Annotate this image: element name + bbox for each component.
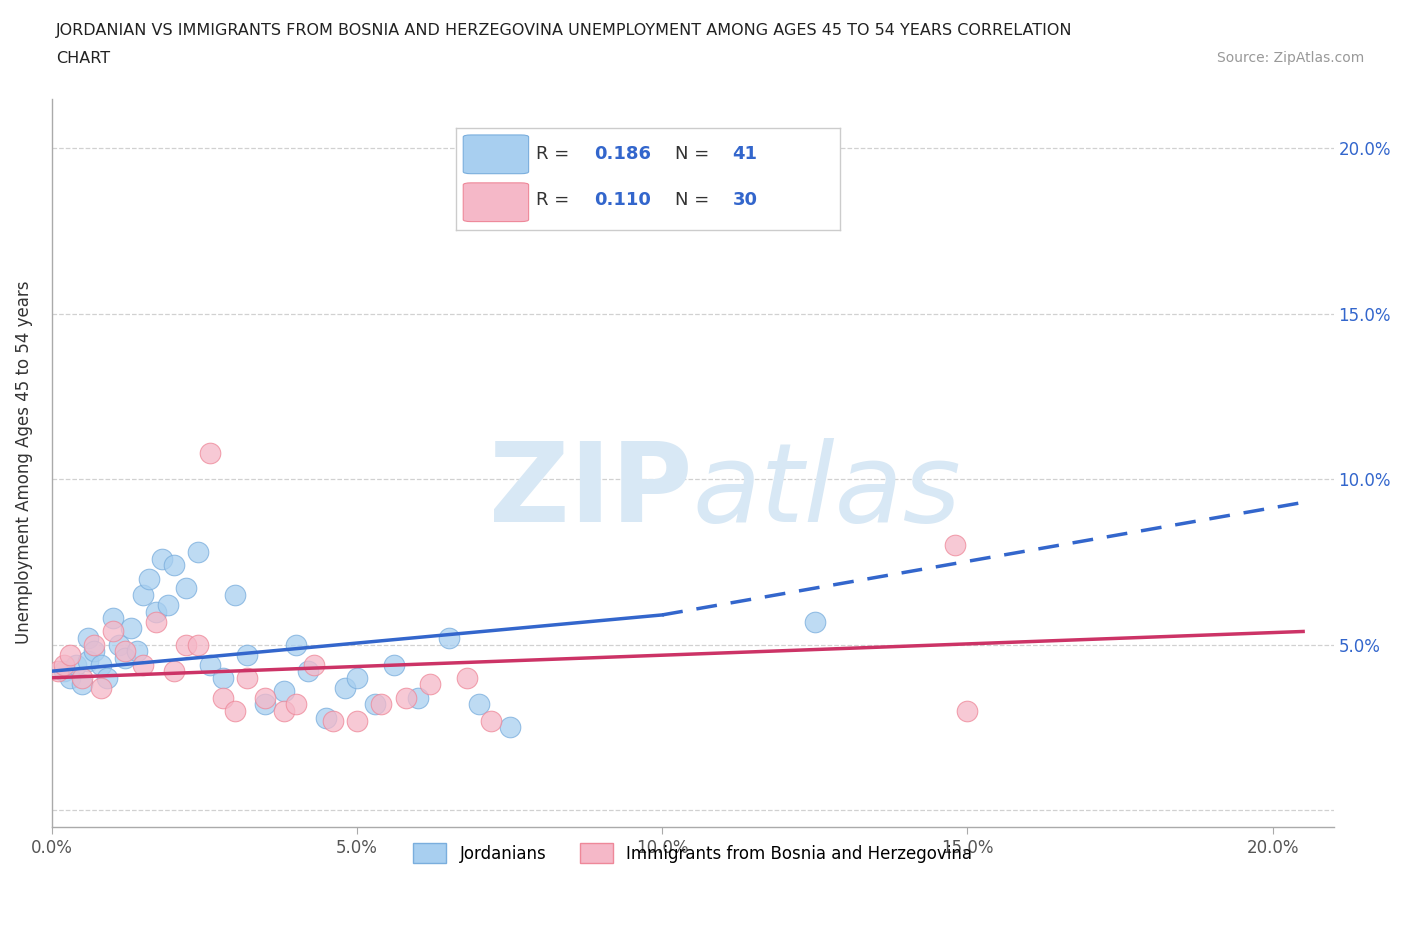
Point	[297, 664, 319, 679]
Point	[174, 637, 197, 652]
Point	[273, 684, 295, 698]
Point	[479, 713, 502, 728]
Point	[77, 654, 100, 669]
Point	[370, 697, 392, 711]
Point	[163, 664, 186, 679]
Point	[132, 658, 155, 672]
Point	[322, 713, 344, 728]
Point	[52, 658, 75, 672]
Point	[346, 671, 368, 685]
Point	[145, 614, 167, 629]
Point	[541, 191, 564, 206]
Point	[302, 658, 325, 672]
Point	[83, 637, 105, 652]
Point	[333, 680, 356, 695]
Point	[108, 637, 131, 652]
Text: CHART: CHART	[56, 51, 110, 66]
Point	[200, 445, 222, 460]
Point	[406, 690, 429, 705]
Legend: Jordanians, Immigrants from Bosnia and Herzegovina: Jordanians, Immigrants from Bosnia and H…	[406, 837, 979, 870]
Point	[346, 713, 368, 728]
Point	[224, 588, 246, 603]
Point	[236, 647, 259, 662]
Point	[200, 658, 222, 672]
Point	[59, 647, 82, 662]
Point	[59, 671, 82, 685]
Point	[156, 598, 179, 613]
Point	[72, 677, 94, 692]
Point	[956, 703, 979, 718]
Point	[211, 690, 233, 705]
Point	[52, 664, 75, 679]
Point	[187, 637, 209, 652]
Point	[90, 680, 112, 695]
Y-axis label: Unemployment Among Ages 45 to 54 years: Unemployment Among Ages 45 to 54 years	[15, 281, 32, 644]
Point	[395, 690, 418, 705]
Point	[138, 571, 160, 586]
Text: Source: ZipAtlas.com: Source: ZipAtlas.com	[1216, 51, 1364, 65]
Point	[150, 551, 173, 566]
Point	[236, 671, 259, 685]
Point	[187, 545, 209, 560]
Point	[273, 703, 295, 718]
Point	[437, 631, 460, 645]
Point	[132, 588, 155, 603]
Point	[83, 644, 105, 658]
Point	[224, 703, 246, 718]
Point	[456, 671, 478, 685]
Point	[114, 650, 136, 665]
Point	[114, 644, 136, 658]
Point	[77, 631, 100, 645]
Point	[127, 644, 149, 658]
Point	[498, 720, 520, 735]
Text: atlas: atlas	[693, 438, 962, 545]
Point	[254, 697, 277, 711]
Point	[315, 711, 337, 725]
Point	[72, 671, 94, 685]
Point	[120, 620, 142, 635]
Text: JORDANIAN VS IMMIGRANTS FROM BOSNIA AND HERZEGOVINA UNEMPLOYMENT AMONG AGES 45 T: JORDANIAN VS IMMIGRANTS FROM BOSNIA AND …	[56, 23, 1073, 38]
Point	[284, 697, 307, 711]
Point	[364, 697, 387, 711]
Point	[211, 671, 233, 685]
Point	[46, 664, 69, 679]
Point	[804, 614, 827, 629]
Point	[101, 624, 124, 639]
Point	[382, 658, 405, 672]
Point	[90, 658, 112, 672]
Point	[284, 637, 307, 652]
Point	[943, 538, 966, 552]
Point	[419, 677, 441, 692]
Point	[101, 611, 124, 626]
Point	[254, 690, 277, 705]
Point	[145, 604, 167, 619]
Point	[468, 697, 491, 711]
Point	[163, 558, 186, 573]
Point	[65, 658, 87, 672]
Point	[96, 671, 118, 685]
Point	[174, 581, 197, 596]
Text: ZIP: ZIP	[489, 438, 693, 545]
